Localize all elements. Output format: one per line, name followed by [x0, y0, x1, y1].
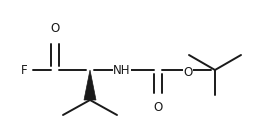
Text: O: O — [153, 101, 163, 114]
Text: O: O — [183, 65, 193, 79]
Text: O: O — [50, 22, 60, 35]
Text: NH: NH — [113, 65, 131, 77]
Text: F: F — [20, 63, 27, 77]
Polygon shape — [84, 70, 96, 100]
